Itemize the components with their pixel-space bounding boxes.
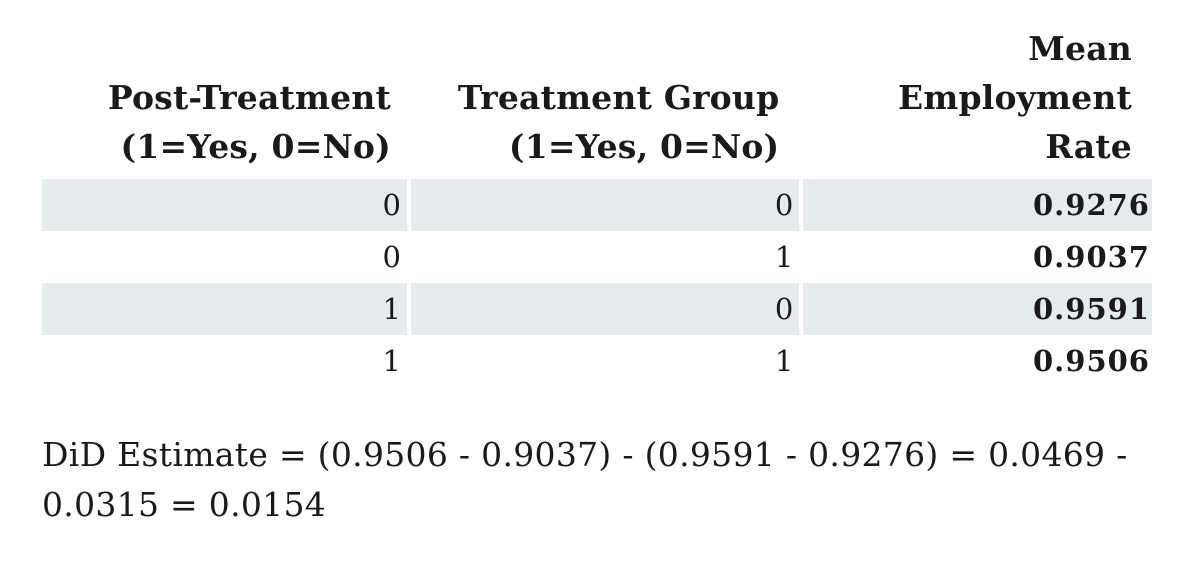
table-row: 1 1 0.9506 (42, 335, 1152, 387)
header-treatment-group: Treatment Group (1=Yes, 0=No) (411, 24, 799, 179)
cell-treatment-group: 0 (410, 283, 800, 335)
did-results-table: Post-Treatment (1=Yes, 0=No) Treatment G… (38, 24, 1156, 387)
cell-treatment-group: 1 (410, 231, 800, 283)
header-mean-employment-rate-line-2: Employment (897, 78, 1132, 117)
cell-mean-employment-rate: 0.9506 (803, 335, 1152, 387)
cell-post-treatment: 1 (42, 283, 407, 335)
header-post-treatment: Post-Treatment (1=Yes, 0=No) (42, 24, 407, 179)
cell-treatment-group: 0 (410, 179, 800, 231)
header-mean-employment-rate-line-1: Mean (1028, 29, 1132, 68)
did-estimate-text: DiD Estimate = (0.9506 - 0.9037) - (0.95… (42, 435, 1128, 524)
cell-mean-employment-rate: 0.9591 (803, 283, 1152, 335)
table-row: 1 0 0.9591 (42, 283, 1152, 335)
cell-mean-employment-rate: 0.9037 (803, 231, 1152, 283)
cell-post-treatment: 0 (42, 231, 407, 283)
cell-treatment-group: 1 (410, 335, 800, 387)
header-mean-employment-rate: Mean Employment Rate (803, 24, 1152, 179)
table-header-row: Post-Treatment (1=Yes, 0=No) Treatment G… (42, 24, 1152, 179)
header-post-treatment-line-2: (1=Yes, 0=No) (120, 127, 391, 166)
table-row: 0 0 0.9276 (42, 179, 1152, 231)
cell-mean-employment-rate: 0.9276 (803, 179, 1152, 231)
header-mean-employment-rate-line-3: Rate (1045, 127, 1132, 166)
cell-post-treatment: 0 (42, 179, 407, 231)
cell-post-treatment: 1 (42, 335, 407, 387)
header-post-treatment-line-1: Post-Treatment (107, 78, 391, 117)
header-treatment-group-line-1: Treatment Group (457, 78, 780, 117)
header-treatment-group-line-2: (1=Yes, 0=No) (508, 127, 780, 166)
table-row: 0 1 0.9037 (42, 231, 1152, 283)
